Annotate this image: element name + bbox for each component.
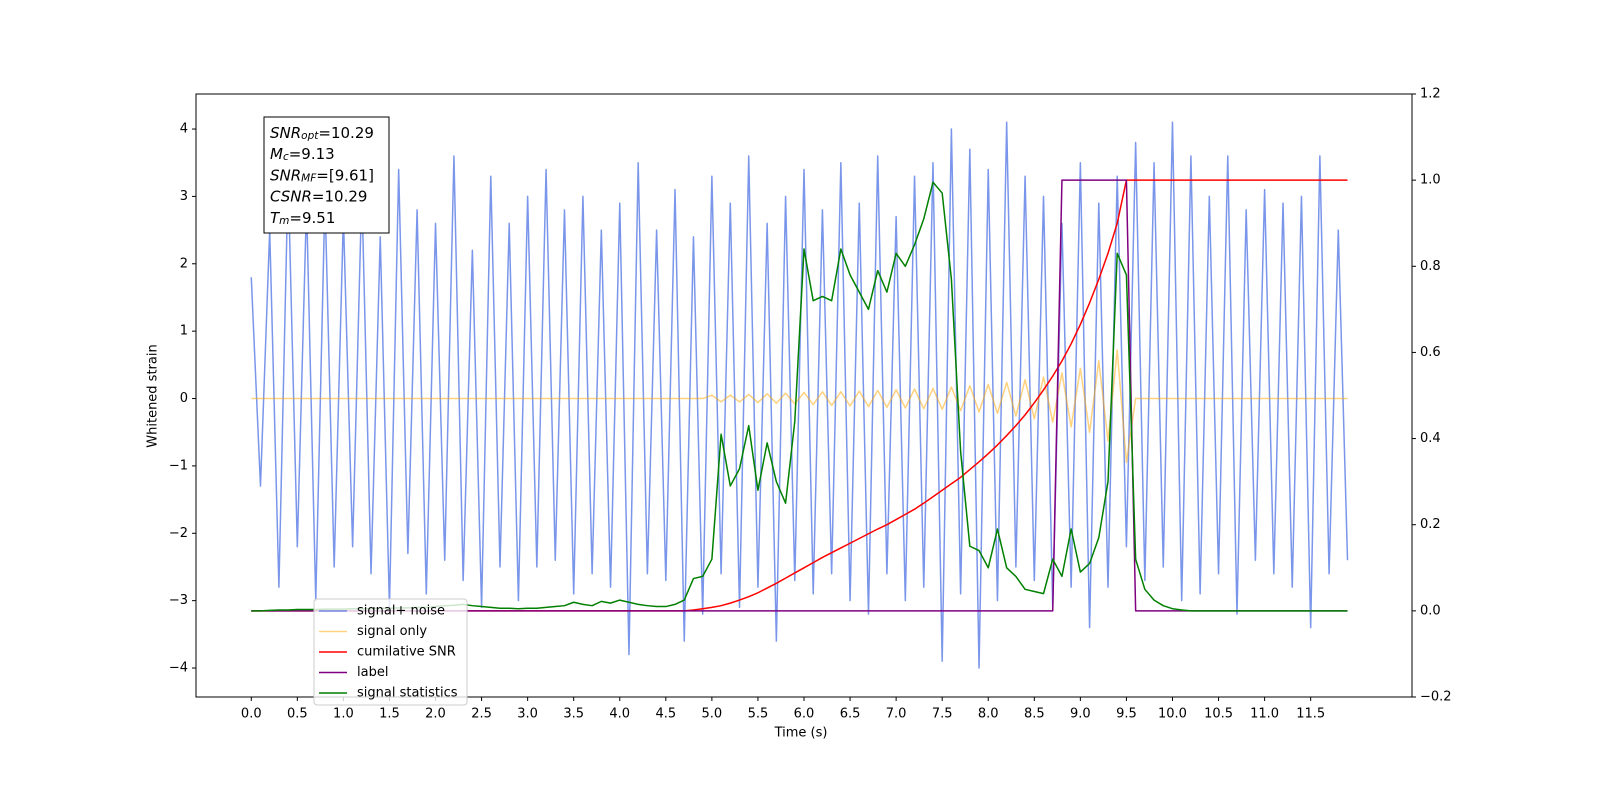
x-tick-label: 7.0 bbox=[886, 707, 907, 722]
annotation-name: M bbox=[270, 145, 283, 163]
y-tick-label: 4 bbox=[180, 122, 188, 137]
y2-tick-label: 0.0 bbox=[1420, 603, 1441, 618]
x-tick-label: 9.5 bbox=[1116, 707, 1137, 722]
y-tick-label: −2 bbox=[169, 526, 188, 541]
annotation: SNRopt=10.29 bbox=[270, 124, 374, 143]
annotation-text: =9.13 bbox=[289, 145, 335, 163]
y-tick-label: −1 bbox=[169, 458, 188, 473]
y2-tick-label: 0.6 bbox=[1420, 345, 1441, 360]
legend-label: signal statistics bbox=[357, 686, 458, 701]
annotation-name: CSNR bbox=[270, 187, 312, 205]
x-tick-label: 1.5 bbox=[379, 707, 400, 722]
annotation: Tm=9.51 bbox=[270, 208, 335, 227]
annotation-text: =9.51 bbox=[289, 208, 335, 226]
y-tick-label: −4 bbox=[169, 661, 188, 676]
x-tick-label: 7.5 bbox=[932, 707, 953, 722]
y-tick-label: 0 bbox=[180, 391, 188, 406]
annotation-text: =10.29 bbox=[312, 187, 368, 205]
y2-tick-label: 0.8 bbox=[1420, 259, 1441, 274]
annotation-subscript: opt bbox=[301, 130, 319, 142]
legend-label: cumilative SNR bbox=[357, 645, 456, 660]
x-tick-label: 4.0 bbox=[609, 707, 630, 722]
x-tick-label: 6.0 bbox=[794, 707, 815, 722]
annotation-name: SNR bbox=[270, 124, 301, 142]
x-tick-label: 11.0 bbox=[1250, 707, 1279, 722]
annotation-subscript: MF bbox=[301, 173, 317, 185]
x-tick-label: 1.0 bbox=[333, 707, 354, 722]
legend-frame bbox=[313, 598, 468, 706]
x-tick-label: 10.5 bbox=[1204, 707, 1233, 722]
annotation-subscript: m bbox=[279, 215, 289, 227]
y2-tick-label: −0.2 bbox=[1420, 690, 1452, 705]
annotation-text: =10.29 bbox=[318, 124, 374, 142]
legend: signal+ noise signal only cumilative SNR la… bbox=[313, 598, 468, 706]
x-tick-label: 2.5 bbox=[471, 707, 492, 722]
y-tick-label: 1 bbox=[180, 324, 188, 339]
x-tick-label: 4.5 bbox=[655, 707, 676, 722]
annotation-name: T bbox=[270, 208, 281, 226]
annotation-name: SNR bbox=[270, 166, 301, 184]
legend-label: label bbox=[357, 665, 388, 680]
y2-tick-label: 1.0 bbox=[1420, 173, 1441, 188]
data-line bbox=[250, 121, 1349, 669]
x-tick-label: 11.5 bbox=[1296, 707, 1325, 722]
annotation-frame bbox=[263, 116, 390, 234]
y2-tick-label: 0.2 bbox=[1420, 517, 1441, 532]
y2-tick-label: 1.2 bbox=[1420, 87, 1441, 102]
legend-label: signal only bbox=[357, 624, 427, 639]
x-tick-label: 6.5 bbox=[840, 707, 861, 722]
annotation-box: SNRopt=10.29Mc=9.13SNRMF=[9.61]CSNR=10.2… bbox=[263, 116, 390, 234]
x-tick-label: 5.5 bbox=[748, 707, 769, 722]
annotation: SNRMF=[9.61] bbox=[270, 166, 374, 185]
x-tick-label: 0.0 bbox=[241, 707, 262, 722]
x-tick-label: 3.0 bbox=[517, 707, 538, 722]
x-tick-label: 3.5 bbox=[563, 707, 584, 722]
y-tick-label: 3 bbox=[180, 189, 188, 204]
annotation: CSNR=10.29 bbox=[270, 187, 367, 205]
x-tick-label: 10.0 bbox=[1158, 707, 1187, 722]
y2-tick-label: 0.4 bbox=[1420, 431, 1441, 446]
annotation: Mc=9.13 bbox=[270, 145, 335, 164]
annotation-subscript: c bbox=[283, 151, 289, 163]
x-tick-label: 0.5 bbox=[287, 707, 308, 722]
y-tick-label: −3 bbox=[169, 593, 188, 608]
legend-label: signal+ noise bbox=[357, 604, 445, 619]
y-tick-label: 2 bbox=[180, 256, 188, 271]
x-axis-label: Time (s) bbox=[774, 726, 828, 741]
x-tick-label: 8.5 bbox=[1024, 707, 1045, 722]
x-tick-label: 2.0 bbox=[425, 707, 446, 722]
x-tick-label: 8.0 bbox=[978, 707, 999, 722]
x-tick-label: 9.0 bbox=[1070, 707, 1091, 722]
annotation-text: =[9.61] bbox=[316, 166, 374, 184]
data-line bbox=[251, 349, 1348, 464]
y-axis-label: Whitened strain bbox=[146, 344, 161, 447]
x-tick-label: 5.0 bbox=[702, 707, 723, 722]
